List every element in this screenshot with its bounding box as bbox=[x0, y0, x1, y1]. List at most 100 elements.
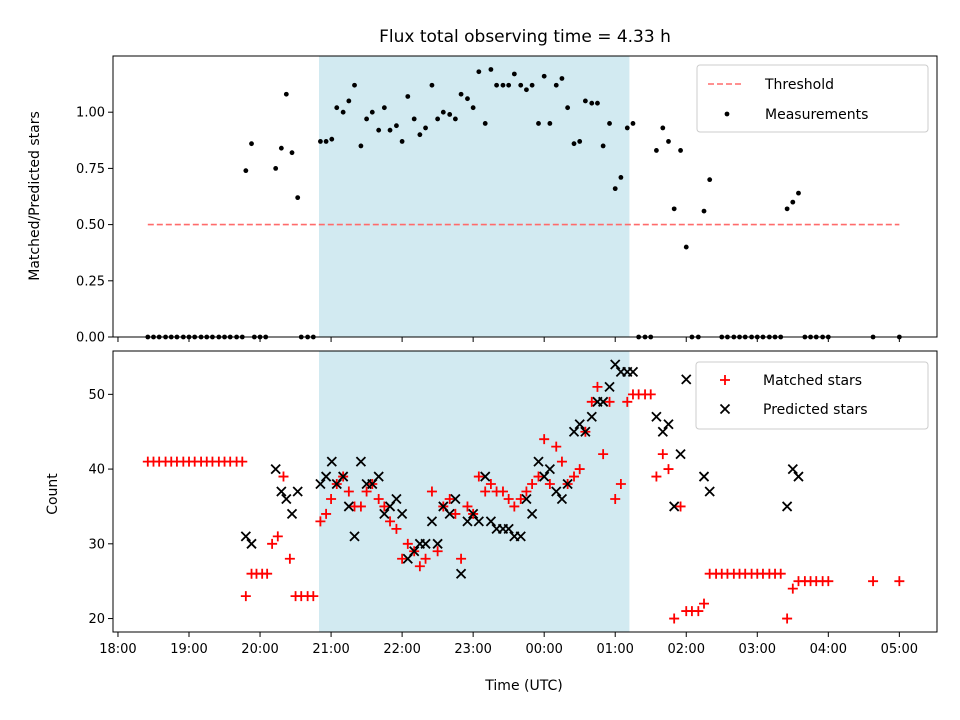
bottom-matched-point-65 bbox=[521, 486, 532, 497]
bottom-predicted-point-12 bbox=[343, 501, 354, 512]
bottom-matched-point-30 bbox=[315, 516, 326, 527]
bottom-predicted-point-29 bbox=[444, 508, 455, 520]
legend-predicted-swatch bbox=[719, 403, 731, 415]
top-point-100 bbox=[595, 100, 600, 106]
bottom-matched-point-67 bbox=[533, 471, 544, 482]
bottom-matched-point-17 bbox=[240, 591, 251, 602]
bottom-matched-point-78 bbox=[598, 449, 609, 460]
top-point-80 bbox=[476, 69, 482, 75]
top-point-74 bbox=[440, 109, 446, 115]
bottom-matched-point-71 bbox=[556, 456, 567, 467]
bottom-matched-point-64 bbox=[515, 493, 526, 504]
top-point-81 bbox=[482, 121, 488, 126]
top-point-48 bbox=[273, 166, 279, 171]
bottom-predicted-point-51 bbox=[574, 419, 585, 430]
bottom-predicted-point-26 bbox=[426, 516, 438, 527]
bottom-xtick-label-0: 18:00 bbox=[99, 642, 136, 657]
top-point-110 bbox=[671, 206, 677, 212]
bottom-predicted-point-45 bbox=[539, 471, 550, 482]
bottom-predicted-point-6 bbox=[292, 486, 303, 497]
top-chart-panel: 0.00 0.25 0.50 0.75 1.00 Threshold Measurement… bbox=[76, 55, 938, 346]
top-legend: Threshold Measurements bbox=[696, 64, 929, 133]
top-point-91 bbox=[541, 73, 547, 79]
bottom-matched-point-116 bbox=[823, 576, 834, 587]
bottom-predicted-point-66 bbox=[681, 374, 692, 385]
legend-measurements-label: Measurements bbox=[765, 107, 868, 123]
bottom-matched-point-48 bbox=[420, 553, 431, 564]
bottom-ytick-label-0: 20 bbox=[88, 612, 105, 627]
bottom-predicted-point-43 bbox=[526, 508, 538, 520]
bottom-matched-point-118 bbox=[894, 576, 905, 587]
bottom-matched-point-90 bbox=[669, 613, 680, 624]
top-point-99 bbox=[589, 100, 595, 106]
bottom-matched-point-42 bbox=[385, 516, 396, 527]
top-point-84 bbox=[500, 82, 506, 88]
bottom-matched-point-117 bbox=[868, 576, 879, 587]
bottom-predicted-point-39 bbox=[503, 523, 514, 535]
bottom-xtick-label-6: 00:00 bbox=[525, 642, 562, 657]
top-point-76 bbox=[452, 116, 458, 122]
top-ytick-label-4: 1.00 bbox=[76, 106, 105, 121]
bottom-matched-point-73 bbox=[569, 471, 580, 482]
bottom-predicted-point-64 bbox=[669, 501, 680, 512]
top-point-104 bbox=[618, 174, 624, 180]
bottom-matched-point-23 bbox=[272, 531, 283, 542]
bottom-predicted-point-60 bbox=[627, 366, 639, 378]
bottom-matched-point-109 bbox=[782, 613, 793, 624]
bottom-predicted-point-4 bbox=[281, 493, 292, 505]
top-point-78 bbox=[465, 96, 470, 102]
top-point-96 bbox=[571, 141, 577, 147]
bottom-predicted-point-49 bbox=[562, 478, 573, 490]
top-point-79 bbox=[470, 105, 476, 111]
bottom-xtick-label-7: 01:00 bbox=[596, 642, 633, 657]
bottom-chart-xlabel: Time (UTC) bbox=[484, 678, 562, 694]
bottom-matched-point-88 bbox=[657, 449, 668, 460]
top-point-92 bbox=[547, 121, 553, 126]
top-point-89 bbox=[529, 82, 535, 88]
bottom-xtick-label-3: 21:00 bbox=[312, 642, 349, 657]
top-point-67 bbox=[399, 139, 405, 144]
bottom-predicted-point-35 bbox=[480, 471, 491, 482]
bottom-legend: Matched stars Predicted stars bbox=[695, 361, 929, 430]
bottom-matched-point-80 bbox=[610, 493, 621, 504]
top-point-98 bbox=[582, 98, 588, 104]
bottom-matched-point-69 bbox=[544, 479, 555, 490]
bottom-matched-point-45 bbox=[402, 538, 413, 549]
top-point-59 bbox=[352, 82, 357, 88]
bottom-legend-box bbox=[695, 361, 929, 430]
bottom-predicted-point-69 bbox=[781, 501, 793, 512]
bottom-ytick-label-3: 50 bbox=[88, 388, 105, 403]
bottom-predicted-point-30 bbox=[450, 493, 461, 505]
bottom-predicted-point-33 bbox=[468, 508, 479, 520]
bottom-matched-point-91 bbox=[675, 501, 686, 512]
bottom-predicted-point-17 bbox=[373, 471, 384, 482]
bottom-predicted-point-20 bbox=[391, 493, 402, 505]
bottom-matched-point-61 bbox=[497, 486, 508, 497]
bottom-matched-point-89 bbox=[663, 464, 674, 475]
bottom-predicted-point-62 bbox=[657, 426, 668, 437]
top-point-103 bbox=[612, 186, 618, 192]
top-ytick-label-0: 0.00 bbox=[76, 331, 105, 346]
bottom-predicted-point-2 bbox=[270, 463, 281, 475]
top-ytick-label-2: 0.50 bbox=[76, 218, 105, 233]
top-point-106 bbox=[630, 121, 636, 126]
top-point-46 bbox=[243, 168, 249, 174]
bottom-matched-point-77 bbox=[592, 381, 603, 392]
top-point-61 bbox=[364, 116, 369, 122]
top-point-115 bbox=[784, 206, 790, 212]
bottom-predicted-point-5 bbox=[286, 508, 298, 520]
legend-matched-label: Matched stars bbox=[763, 373, 862, 389]
bottom-matched-point-76 bbox=[586, 396, 597, 407]
bottom-predicted-point-25 bbox=[420, 538, 431, 549]
bottom-matched-point-24 bbox=[278, 471, 289, 482]
bottom-matched-point-95 bbox=[699, 598, 710, 609]
bottom-matched-point-52 bbox=[444, 493, 455, 504]
bottom-matched-point-68 bbox=[539, 434, 550, 445]
bottom-matched-point-41 bbox=[379, 501, 390, 512]
top-point-69 bbox=[411, 116, 417, 122]
bottom-matched-point-31 bbox=[321, 508, 332, 519]
bottom-matched-point-79 bbox=[604, 396, 615, 407]
bottom-matched-point-47 bbox=[414, 561, 425, 572]
top-shaded-region bbox=[319, 56, 630, 337]
